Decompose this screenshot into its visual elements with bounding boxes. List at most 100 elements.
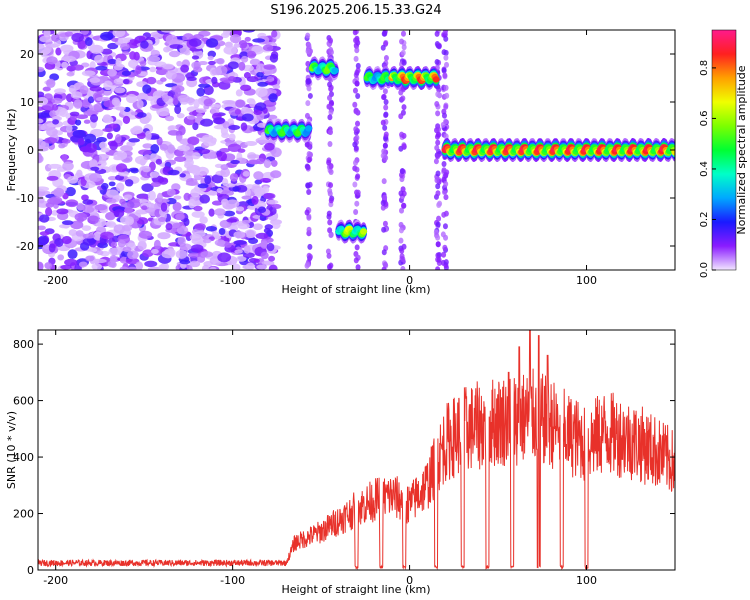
heatmap-cell bbox=[307, 92, 313, 99]
spectrogram-x-tick-label: 0 bbox=[406, 274, 413, 287]
heatmap-cell bbox=[441, 167, 447, 174]
snr-y-ticks: 0 200 400 600 800 bbox=[13, 338, 675, 577]
heatmap-cell bbox=[435, 183, 441, 190]
heatmap-cell bbox=[198, 148, 211, 155]
heatmap-cell bbox=[177, 236, 186, 246]
heatmap-cell bbox=[353, 159, 359, 166]
heatmap-cell bbox=[435, 241, 441, 248]
heatmap-cell bbox=[72, 64, 84, 71]
heatmap-cell bbox=[272, 84, 281, 90]
heatmap-cell bbox=[252, 38, 265, 43]
heatmap-cell bbox=[267, 114, 278, 120]
heatmap-cell bbox=[399, 131, 405, 138]
heatmap-cell bbox=[107, 58, 118, 65]
heatmap-cell bbox=[434, 59, 440, 66]
heatmap-cell bbox=[260, 251, 269, 260]
heatmap-cell bbox=[399, 207, 405, 214]
heatmap-cell bbox=[64, 258, 78, 267]
heatmap-cell bbox=[192, 122, 199, 131]
heatmap-cell bbox=[261, 260, 275, 266]
heatmap-cell bbox=[441, 211, 447, 218]
heatmap-cell bbox=[383, 98, 389, 105]
heatmap-cell bbox=[398, 89, 404, 96]
heatmap-cell bbox=[270, 170, 282, 179]
heatmap-cell bbox=[381, 148, 387, 155]
heatmap-cell bbox=[327, 140, 333, 147]
heatmap-cell bbox=[271, 147, 282, 158]
heatmap-cell bbox=[176, 60, 183, 67]
heatmap-cell bbox=[327, 219, 333, 226]
heatmap-cell bbox=[263, 192, 276, 200]
heatmap-cell bbox=[75, 114, 89, 120]
heatmap-cell bbox=[435, 153, 441, 160]
heatmap-cell bbox=[149, 66, 157, 73]
heatmap-cell bbox=[221, 178, 229, 186]
heatmap-cell bbox=[158, 264, 168, 270]
heatmap-cell bbox=[433, 158, 439, 165]
heatmap-cell bbox=[46, 175, 59, 181]
heatmap-cell bbox=[73, 99, 83, 109]
heatmap-cell bbox=[236, 255, 247, 262]
heatmap-cell bbox=[130, 126, 143, 135]
heatmap-cell bbox=[138, 230, 153, 239]
heatmap-cell bbox=[222, 121, 230, 129]
heatmap-cell bbox=[77, 39, 86, 49]
heatmap-cell bbox=[194, 223, 206, 231]
heatmap-cell bbox=[76, 169, 83, 178]
colorbar-tick-label: 0.4 bbox=[699, 161, 710, 177]
heatmap-cell bbox=[117, 37, 131, 44]
heatmap-cell bbox=[61, 138, 71, 144]
heatmap-cell bbox=[208, 60, 216, 66]
heatmap-cell bbox=[233, 231, 246, 239]
heatmap-cell bbox=[125, 257, 140, 265]
heatmap-cell bbox=[104, 221, 112, 227]
heatmap-cell bbox=[383, 54, 389, 61]
heatmap-cell bbox=[355, 62, 361, 69]
heatmap-cell bbox=[443, 180, 449, 187]
heatmap-cell bbox=[39, 35, 54, 43]
heatmap-cell bbox=[123, 194, 133, 200]
heatmap-cell bbox=[215, 66, 222, 76]
heatmap-cell bbox=[442, 244, 448, 251]
heatmap-cell bbox=[167, 130, 181, 136]
heatmap-cell bbox=[82, 199, 94, 205]
heatmap-cell bbox=[307, 156, 313, 163]
snr-y-tick-label: 400 bbox=[13, 451, 34, 464]
snr-plot-area bbox=[38, 330, 675, 570]
snr-x-axis-label: Height of straight line (km) bbox=[281, 583, 430, 596]
heatmap-cell bbox=[160, 77, 167, 82]
heatmap-cell bbox=[257, 81, 268, 87]
heatmap-cell bbox=[135, 261, 144, 270]
heatmap-cell bbox=[432, 76, 440, 83]
colorbar-tick-label: 0.6 bbox=[699, 110, 710, 126]
heatmap-cell bbox=[443, 103, 449, 110]
heatmap-cell bbox=[196, 87, 205, 97]
spectrogram-y-ticks: -20 -10 0 10 20 bbox=[16, 48, 675, 253]
heatmap-cell bbox=[440, 231, 446, 238]
heatmap-cell bbox=[401, 59, 407, 66]
heatmap-cell bbox=[38, 186, 50, 192]
heatmap-cell bbox=[157, 177, 169, 185]
heatmap-cell bbox=[119, 43, 130, 50]
heatmap-cell bbox=[163, 46, 171, 53]
heatmap-cell bbox=[244, 140, 258, 146]
colorbar-tick-label: 0.8 bbox=[699, 60, 710, 76]
spectrogram-heatmap bbox=[38, 30, 675, 270]
heatmap-cell bbox=[175, 249, 188, 259]
heatmap-cell bbox=[77, 138, 85, 146]
heatmap-cell bbox=[46, 56, 58, 65]
heatmap-cell bbox=[327, 227, 333, 234]
snr-y-axis-label: SNR (10 * v/v) bbox=[5, 411, 18, 489]
heatmap-cell bbox=[62, 55, 77, 63]
heatmap-cell bbox=[107, 175, 118, 181]
heatmap-cell bbox=[113, 224, 126, 234]
heatmap-cell bbox=[150, 49, 160, 57]
heatmap-cell bbox=[242, 219, 251, 224]
heatmap-cell bbox=[169, 44, 184, 49]
heatmap-cell bbox=[192, 169, 200, 176]
heatmap-cell bbox=[435, 221, 441, 228]
heatmap-cell bbox=[398, 113, 404, 120]
heatmap-cell bbox=[213, 117, 225, 125]
heatmap-cell bbox=[49, 110, 56, 118]
heatmap-cell bbox=[115, 163, 128, 173]
